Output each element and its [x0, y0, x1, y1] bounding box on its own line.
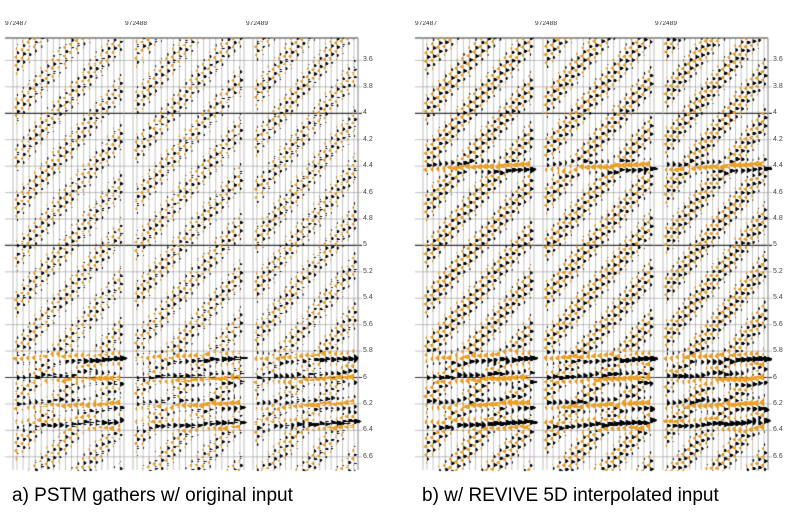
y-tick-label: 5.8	[773, 347, 783, 355]
y-tick-label: 4.6	[773, 188, 783, 196]
y-tick-label: 4.6	[363, 188, 373, 196]
y-tick-label: 4	[773, 109, 777, 117]
y-tick-label: 6.6	[363, 452, 373, 460]
y-tick-label: 6.2	[773, 399, 783, 407]
wiggle-plot-b	[410, 0, 800, 480]
panel-a-pstm-original: 972487 972488 972489 3.6 3.8 4 4.2 4.4 4.6 4.8…	[0, 0, 400, 506]
y-tick-label: 4	[363, 109, 367, 117]
y-tick-label: 6.6	[773, 452, 783, 460]
gather-label: 972487	[415, 21, 438, 27]
y-tick-label: 4.8	[363, 214, 373, 222]
wiggle-plot-a	[0, 0, 400, 480]
y-tick-label: 5.4	[363, 294, 373, 302]
y-tick-label: 6	[773, 373, 777, 381]
y-tick-label: 6.2	[363, 399, 373, 407]
y-tick-label: 4.4	[773, 162, 783, 170]
y-tick-label: 3.8	[363, 82, 373, 90]
gather-label: 972489	[246, 21, 269, 27]
gather-label: 972487	[5, 21, 28, 27]
y-tick-label: 5.2	[773, 267, 783, 275]
y-tick-label: 4.2	[773, 135, 783, 143]
y-tick-label: 5	[363, 241, 367, 249]
y-tick-label: 3.6	[363, 56, 373, 64]
gather-label: 972488	[125, 21, 148, 27]
caption-a: a) PSTM gathers w/ original input	[12, 485, 293, 506]
y-tick-label: 4.4	[363, 162, 373, 170]
y-tick-label: 5.6	[773, 320, 783, 328]
y-tick-label: 4.2	[363, 135, 373, 143]
y-tick-label: 5.2	[363, 267, 373, 275]
y-tick-label: 4.8	[773, 214, 783, 222]
y-tick-label: 6.4	[773, 426, 783, 434]
y-tick-label: 3.8	[773, 82, 783, 90]
y-tick-label: 6.4	[363, 426, 373, 434]
y-tick-label: 5	[773, 241, 777, 249]
y-tick-label: 5.4	[773, 294, 783, 302]
y-tick-label: 6	[363, 373, 367, 381]
panel-b-revive-interpolated: 972487 972488 972489 3.6 3.8 4 4.2 4.4 4.6 4.8…	[410, 0, 800, 506]
y-tick-label: 3.6	[773, 56, 783, 64]
gather-label: 972489	[655, 21, 678, 27]
y-tick-label: 5.8	[363, 347, 373, 355]
caption-b: b) w/ REVIVE 5D interpolated input	[422, 485, 719, 506]
gather-label: 972488	[535, 21, 558, 27]
y-tick-label: 5.6	[363, 320, 373, 328]
